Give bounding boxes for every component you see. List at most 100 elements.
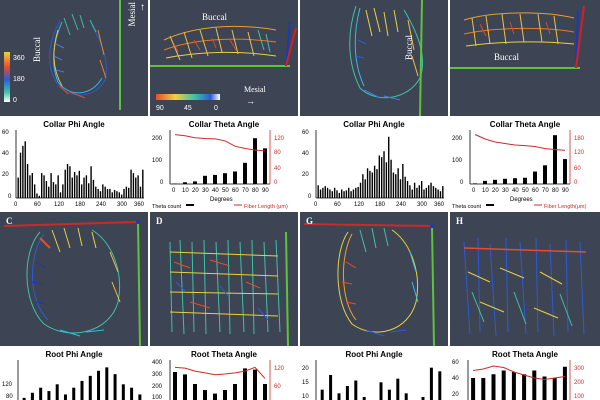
bar-group [173,368,267,400]
x-tick: 80 [252,188,259,194]
axis-origin-dot [430,224,434,228]
chart-title: Collar Phi Angle [343,120,405,129]
bar [17,177,19,198]
bar [373,165,376,198]
bar [366,168,369,198]
bar [263,384,267,400]
bar [59,192,62,198]
fiber-image-C: C [3,216,141,346]
x-tick: 10 [482,188,489,194]
bar [73,171,76,198]
bar [331,191,333,198]
bar [47,391,51,400]
axis-green-line [419,0,423,116]
chart-title: Collar Phi Angle [43,120,105,129]
bar [173,372,177,400]
arrow-up-icon: ↑ [140,2,145,13]
x-tick: 180 [75,202,86,208]
y2-tick: 120 [274,366,285,372]
x-tick: 20 [492,188,499,194]
bar [404,393,408,400]
x-tick: 360 [134,202,145,208]
fiber-length-line [174,134,266,152]
x-tick: 360 [434,202,445,208]
panel-letter: H [456,216,463,226]
bar [532,370,537,400]
bar [392,172,395,198]
bar [88,183,90,198]
bar [345,190,348,198]
axis-green-line [285,231,289,346]
bar [362,174,364,198]
bar [406,181,409,198]
y-tick: 200 [452,136,463,142]
bar-group [173,138,267,184]
legend-fiber-length: Fiber Length (μm) [244,204,288,210]
y-tick: 120 [2,382,13,388]
bar [503,178,507,184]
bar [31,173,33,198]
bar [193,181,197,184]
bar [322,187,324,198]
axis-red-line [285,27,297,67]
colorbar-phi [4,52,10,102]
axis-red-line [3,221,139,227]
bar [111,192,113,198]
bar [106,188,109,198]
y-tick: 100 [152,158,163,164]
chart-svg: 20 15 10 [302,360,442,400]
bar [253,369,257,400]
y-tick: 0 [160,180,164,186]
x-axis-label: Degrees [210,197,233,203]
x-tick: 240 [96,202,107,208]
panel-top-4: Buccal [450,0,600,116]
bar [78,170,81,198]
label-buccal: Buccal [404,35,414,60]
bar [116,191,118,198]
y-tick: 100 [152,395,163,400]
bar [416,187,418,198]
bar [85,175,88,198]
x-tick: 0 [314,202,318,208]
chart-svg: 60 40 20 0 0 60 120 180 240 300 360 [2,130,145,208]
chart-title: Collar Theta Angle [489,120,561,129]
bar [369,170,371,198]
bar [364,179,366,198]
y2-tick: 300 [574,366,585,372]
arrow-right-icon: → [246,96,255,106]
x-tick: 0 [14,202,18,208]
x-tick: 0 [472,188,476,194]
fiber-length-line [474,134,566,151]
bar [563,159,567,184]
bar [423,189,425,198]
bar [92,179,95,198]
bar [142,169,144,198]
y2-tick: 60 [274,384,281,390]
bar [38,195,41,198]
bar [388,136,390,198]
label-mesial: Mesial [244,85,267,94]
fiber-image-top-1: Buccal 360 180 0 [4,0,121,110]
colorbar-tick-45: 45 [184,105,192,112]
bar [543,165,547,184]
chart-title: Root Theta Angle [492,350,558,359]
bar [33,184,36,198]
bar [387,389,391,400]
axis-green-line [431,225,435,346]
x-tick: 60 [34,202,41,208]
chart-svg: 200 100 0 120 80 40 0 0 10 20 30 40 50 60 70 80 9… [152,130,288,210]
bar [319,189,322,198]
axis-red-line [303,223,433,227]
bar [223,173,227,184]
bar [76,175,78,198]
bar [562,366,567,400]
bar [90,166,92,198]
bar [320,389,324,400]
y-tick: 0 [460,180,464,186]
fiber-image-top-2: Buccal Mesial → 90 45 0 [150,12,297,112]
bar [437,189,439,198]
bar-group [17,141,144,198]
bar [553,135,557,184]
bar [395,174,397,198]
bar [137,175,139,198]
